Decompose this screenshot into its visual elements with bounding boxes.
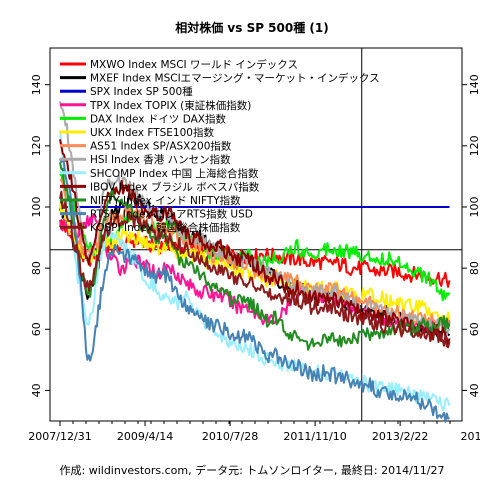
y-tick-label-left: 140 <box>30 74 43 95</box>
legend-label-1: MXEF Index MSCIエマージング・マーケット・インデックス <box>90 72 380 85</box>
series-lines <box>59 101 451 423</box>
legend-label-2: SPX Index SP 500種 <box>90 85 193 98</box>
series-line-12 <box>59 190 451 349</box>
y-tick-label-left: 120 <box>30 135 43 156</box>
legend-label-7: HSI Index 香港 ハンセン指数 <box>90 153 231 166</box>
y-tick-label-left: 80 <box>30 261 43 275</box>
x-tick-label: 2009/4/14 <box>117 430 173 443</box>
legend-label-0: MXWO Index MSCI ワールド インデックス <box>90 58 298 71</box>
x-tick-label: 2007/12/31 <box>28 430 91 443</box>
legend-label-12: KOSPI Index 韓国総合株価指数 <box>90 221 241 234</box>
plot-frame <box>49 47 463 422</box>
chart-title: 相対株価 vs SP 500種 (1) <box>175 20 328 35</box>
series-line-6 <box>59 178 451 332</box>
y-tick-label-right: 40 <box>468 383 480 397</box>
x-tick-label: 2011/11/10 <box>283 430 346 443</box>
y-tick-label-left: 40 <box>30 383 43 397</box>
y-tick-label-right: 100 <box>468 196 480 217</box>
legend-label-5: UKX Index FTSE100指数 <box>90 126 214 139</box>
legend-label-9: IBOV Index ブラジル ボベスパ指数 <box>90 180 260 193</box>
series-line-5 <box>59 203 451 326</box>
series-line-10 <box>59 162 451 351</box>
legend-label-11: RTSI$ Index ロシアRTS指数 USD <box>90 208 253 221</box>
x-tick-label: 2013/2/22 <box>372 430 428 443</box>
series-line-3 <box>59 214 451 333</box>
series-line-9 <box>59 139 451 345</box>
y-tick-label-right: 120 <box>468 135 480 156</box>
axes: 40 40 60 60 80 80 100 100 120 120 140 140 2007/12/31… <box>28 74 480 443</box>
y-tick-label-right: 80 <box>468 261 480 275</box>
y-tick-label-left: 100 <box>30 196 43 217</box>
legend-label-8: SHCOMP Index 中国 上海総合指数 <box>90 167 259 180</box>
legend-label-4: DAX Index ドイツ DAX指数 <box>90 112 226 125</box>
y-tick-label-left: 60 <box>30 322 43 336</box>
legend-label-10: NIFTY Index インド NIFTY指数 <box>90 194 241 207</box>
x-tick-label: 2010/7/28 <box>202 430 258 443</box>
legend-label-3: TPX Index TOPIX (東証株価指数) <box>89 99 251 112</box>
y-tick-label-right: 140 <box>468 74 480 95</box>
x-tick-label: 2014/5/6 <box>460 430 480 443</box>
chart-footer: 作成: wildinvestors.com, データ元: トムソンロイター, 最… <box>60 463 445 477</box>
series-line-11 <box>59 157 450 423</box>
y-tick-label-right: 60 <box>468 322 480 336</box>
legend-label-6: AS51 Index SP/ASX200指数 <box>90 140 232 153</box>
